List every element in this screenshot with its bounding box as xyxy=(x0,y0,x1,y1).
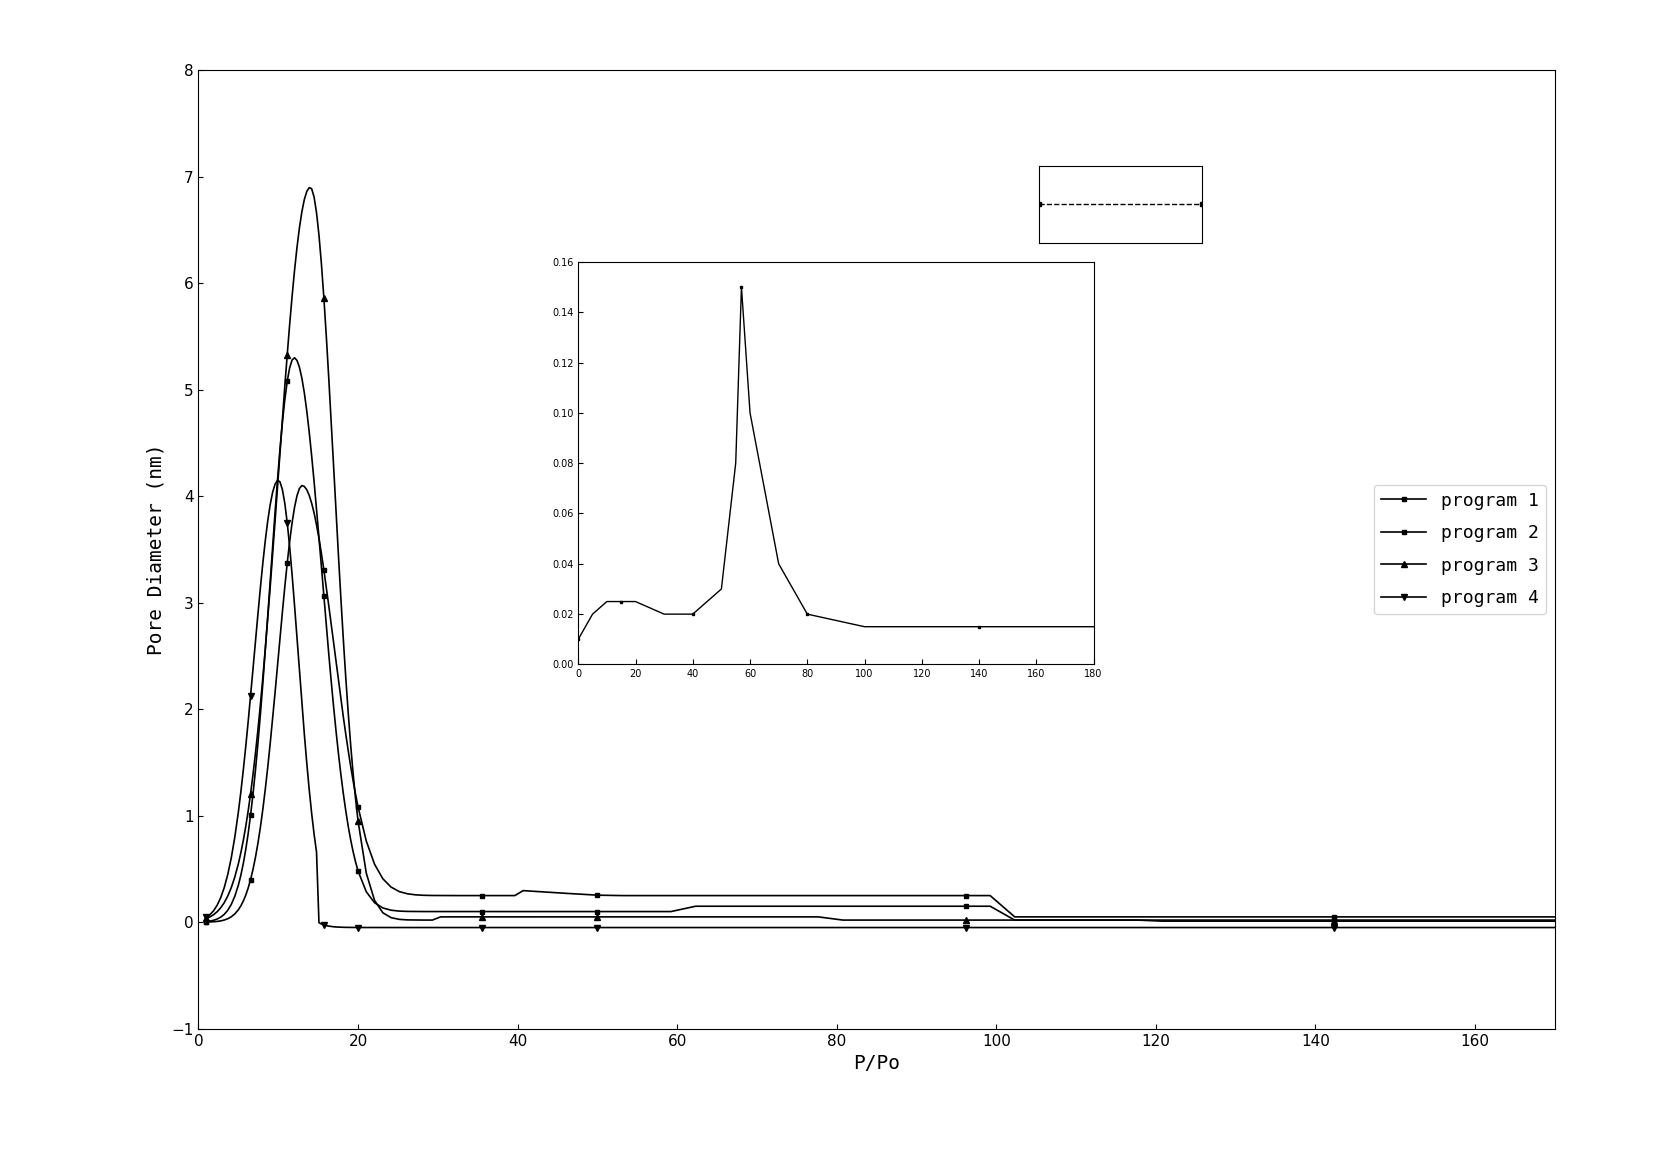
program 2 xyxy=(284,351,304,365)
program 2 xyxy=(882,899,901,913)
program 4 xyxy=(197,911,217,925)
program 3 xyxy=(414,913,433,927)
Line: program 3: program 3 xyxy=(203,185,1558,925)
program 4 xyxy=(389,920,409,934)
program 1 xyxy=(882,888,901,902)
program 1 xyxy=(414,888,433,902)
program 3 xyxy=(734,909,754,924)
program 3 xyxy=(1153,914,1173,928)
program 2 xyxy=(562,905,582,919)
program 4 xyxy=(293,696,313,710)
program 2 xyxy=(1545,913,1565,927)
Y-axis label: Pore Diameter (nm): Pore Diameter (nm) xyxy=(147,444,165,655)
program 3 xyxy=(341,739,361,753)
program 4 xyxy=(571,920,590,934)
program 2 xyxy=(293,371,313,385)
program 1 xyxy=(197,915,217,929)
program 2 xyxy=(414,905,433,919)
program 4 xyxy=(906,920,926,934)
program 3 xyxy=(197,912,217,926)
X-axis label: P/Po: P/Po xyxy=(853,1054,900,1073)
program 2 xyxy=(197,914,217,928)
program 4 xyxy=(422,920,442,934)
program 1 xyxy=(562,887,582,901)
program 1 xyxy=(289,482,309,496)
program 3 xyxy=(562,909,582,924)
program 4 xyxy=(759,920,779,934)
program 3 xyxy=(1545,914,1565,928)
program 2 xyxy=(341,833,361,848)
program 3 xyxy=(882,913,901,927)
program 1 xyxy=(341,760,361,774)
program 1 xyxy=(734,888,754,902)
program 4 xyxy=(341,920,361,934)
Line: program 1: program 1 xyxy=(205,484,1556,925)
program 4 xyxy=(268,473,288,487)
program 3 xyxy=(299,181,319,195)
Line: program 2: program 2 xyxy=(205,355,1556,924)
program 3 xyxy=(289,221,309,235)
program 4 xyxy=(1545,920,1565,934)
program 1 xyxy=(1545,909,1565,924)
Legend: program 1, program 2, program 3, program 4: program 1, program 2, program 3, program… xyxy=(1374,484,1546,615)
program 2 xyxy=(734,899,754,913)
program 1 xyxy=(293,478,313,492)
Line: program 4: program 4 xyxy=(203,477,1558,931)
